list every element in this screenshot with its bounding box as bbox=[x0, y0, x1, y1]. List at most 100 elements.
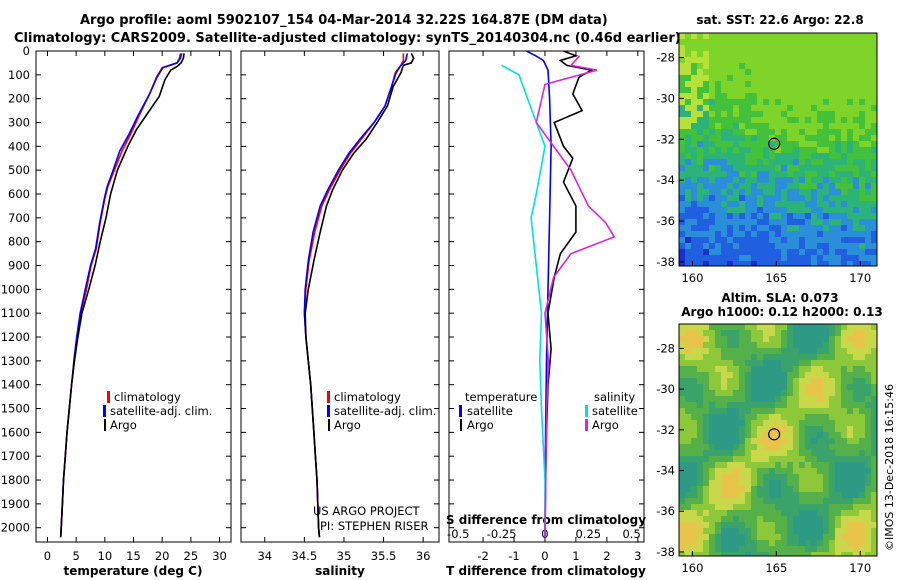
depth-axis: 0100200300400500600700800900100011001200… bbox=[1, 44, 644, 535]
sla-cell bbox=[757, 420, 763, 426]
sla-cell bbox=[709, 342, 715, 348]
sst-cell bbox=[811, 147, 817, 153]
sst-cell bbox=[871, 183, 877, 189]
sst-cell bbox=[841, 117, 847, 123]
sla-cell bbox=[685, 516, 691, 522]
sla-cell bbox=[703, 558, 709, 564]
sst-cell bbox=[691, 165, 697, 171]
sla-cell bbox=[721, 450, 727, 456]
sla-cell bbox=[691, 396, 697, 402]
sst-cell bbox=[835, 75, 841, 81]
sla-cell bbox=[829, 444, 835, 450]
sla-cell bbox=[793, 546, 799, 552]
sst-cell bbox=[727, 195, 733, 201]
sst-cell bbox=[787, 267, 793, 273]
sla-cell bbox=[811, 528, 817, 534]
sla-cell bbox=[805, 480, 811, 486]
sst-cell bbox=[829, 117, 835, 123]
sst-cell bbox=[781, 141, 787, 147]
temperature-legend: climatology satellite-adj. clim. Argo bbox=[103, 390, 212, 432]
sla-cell bbox=[877, 366, 883, 372]
sla-cell bbox=[811, 360, 817, 366]
sla-cell bbox=[727, 420, 733, 426]
sla-cell bbox=[757, 546, 763, 552]
sla-cell bbox=[829, 468, 835, 474]
sst-cell bbox=[757, 141, 763, 147]
sst-cell bbox=[745, 81, 751, 87]
sst-cell bbox=[811, 51, 817, 57]
sla-cell bbox=[697, 360, 703, 366]
sst-cell bbox=[769, 201, 775, 207]
sst-cell bbox=[811, 39, 817, 45]
sst-cell bbox=[781, 135, 787, 141]
sla-cell bbox=[865, 498, 871, 504]
legend-swatch-satellite bbox=[103, 405, 106, 417]
sst-cell bbox=[751, 261, 757, 266]
sla-cell bbox=[775, 342, 781, 348]
sst-cell bbox=[709, 171, 715, 177]
sst-cell bbox=[811, 69, 817, 75]
sla-cell bbox=[781, 360, 787, 366]
sla-cell bbox=[715, 354, 721, 360]
sla-cell bbox=[835, 456, 841, 462]
sla-cell bbox=[841, 426, 847, 432]
sla-cell bbox=[847, 342, 853, 348]
sst-cell bbox=[787, 129, 793, 135]
x-tick-label: 1 bbox=[572, 549, 579, 563]
sst-cell bbox=[817, 177, 823, 183]
sst-cell bbox=[751, 33, 757, 39]
sla-cell bbox=[829, 324, 835, 330]
sla-cell bbox=[691, 378, 697, 384]
sla-cell bbox=[757, 408, 763, 414]
sla-cell bbox=[727, 528, 733, 534]
sst-cell bbox=[715, 159, 721, 165]
sla-cell bbox=[727, 540, 733, 546]
sla-cell bbox=[745, 372, 751, 378]
sst-cell bbox=[871, 129, 877, 135]
sla-cell bbox=[781, 462, 787, 468]
sst-cell bbox=[697, 201, 703, 207]
sla-cell bbox=[805, 396, 811, 402]
sst-cell bbox=[829, 99, 835, 105]
sla-cell bbox=[727, 480, 733, 486]
sst-cell bbox=[841, 135, 847, 141]
sst-cell bbox=[865, 183, 871, 189]
sla-cell bbox=[793, 330, 799, 336]
sla-cell bbox=[733, 444, 739, 450]
sst-cell bbox=[709, 93, 715, 99]
sst-cell bbox=[751, 69, 757, 75]
sst-cell bbox=[805, 99, 811, 105]
sst-cell bbox=[853, 45, 859, 51]
sst-cell bbox=[817, 231, 823, 237]
sla-cell bbox=[763, 390, 769, 396]
sla-cell bbox=[763, 384, 769, 390]
sla-cell bbox=[679, 504, 685, 510]
sst-cell bbox=[811, 33, 817, 39]
sst-cell bbox=[847, 45, 853, 51]
sla-cell bbox=[727, 402, 733, 408]
sla-cell bbox=[781, 534, 787, 540]
sst-cell bbox=[703, 147, 709, 153]
sst-cell bbox=[835, 39, 841, 45]
x-tick-label: 36 bbox=[416, 549, 431, 563]
sla-cell bbox=[853, 534, 859, 540]
map-lon-label: 165 bbox=[765, 271, 787, 285]
sst-cell bbox=[835, 231, 841, 237]
sst-cell bbox=[793, 183, 799, 189]
sst-cell bbox=[847, 99, 853, 105]
sst-cell bbox=[781, 123, 787, 129]
sst-cell bbox=[715, 249, 721, 255]
sst-cell bbox=[751, 147, 757, 153]
sst-cell bbox=[853, 63, 859, 69]
sla-cell bbox=[799, 348, 805, 354]
sla-cell bbox=[865, 462, 871, 468]
sst-cell bbox=[721, 171, 727, 177]
sla-cell bbox=[841, 468, 847, 474]
sst-cell bbox=[817, 87, 823, 93]
sla-cell bbox=[811, 372, 817, 378]
sst-cell bbox=[745, 267, 751, 273]
sla-cell bbox=[853, 438, 859, 444]
sla-cell bbox=[793, 384, 799, 390]
sst-cell bbox=[775, 57, 781, 63]
sla-cell bbox=[853, 336, 859, 342]
